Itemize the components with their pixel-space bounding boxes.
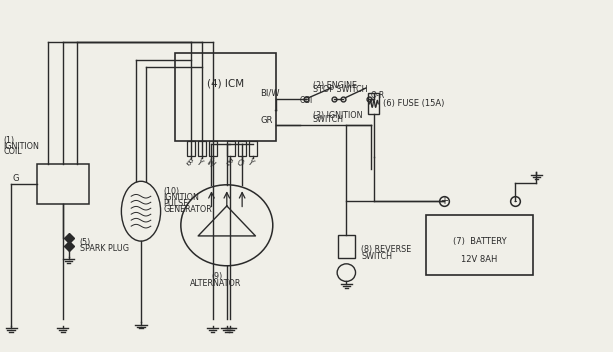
Text: IGNITION: IGNITION [164,193,200,202]
Text: (6) FUSE (15A): (6) FUSE (15A) [383,99,444,108]
Text: G: G [12,174,19,183]
Bar [338,235,355,258]
Text: B: B [183,157,193,168]
Text: (2) ENGINE: (2) ENGINE [313,81,357,90]
Text: BI/W: BI/W [261,89,280,98]
Text: GR: GR [261,116,273,125]
Text: COIL: COIL [3,147,21,156]
Text: SPARK PLUG: SPARK PLUG [80,244,129,253]
Text: GENERATOR: GENERATOR [164,205,213,214]
Bar [426,215,533,275]
Bar [209,141,217,156]
Text: PULSE: PULSE [164,199,189,208]
Bar [249,141,257,156]
Text: (10): (10) [164,187,180,196]
Text: IGNITION: IGNITION [3,142,39,151]
Bar [37,164,89,204]
Text: SWITCH: SWITCH [361,252,392,261]
Bar [227,141,235,156]
Text: O-R: O-R [371,90,385,100]
Text: ALTERNATOR: ALTERNATOR [190,279,242,288]
Text: (4) ICM: (4) ICM [207,78,244,89]
Text: +: + [440,196,449,206]
Text: SWITCH: SWITCH [313,115,344,124]
Text: STOP SWITCH: STOP SWITCH [313,85,367,94]
Bar [187,141,195,156]
Bar [175,53,276,141]
Text: B: B [223,157,233,168]
Text: (8) REVERSE: (8) REVERSE [361,245,411,254]
Bar [238,141,246,156]
Text: W: W [205,157,216,169]
Text: (9): (9) [211,272,223,281]
Text: Y: Y [194,157,204,167]
Text: -: - [513,196,517,206]
Text: (7)  BATTERY: (7) BATTERY [453,237,506,246]
Text: 12V 8AH: 12V 8AH [462,255,498,264]
Text: Y: Y [245,157,255,167]
Text: (3) IGNITION: (3) IGNITION [313,111,362,120]
Text: O: O [234,157,244,168]
Bar [198,141,206,156]
Text: OBI: OBI [300,96,313,105]
Text: (1): (1) [3,136,14,145]
Text: (5): (5) [80,238,91,247]
Bar [368,93,379,114]
